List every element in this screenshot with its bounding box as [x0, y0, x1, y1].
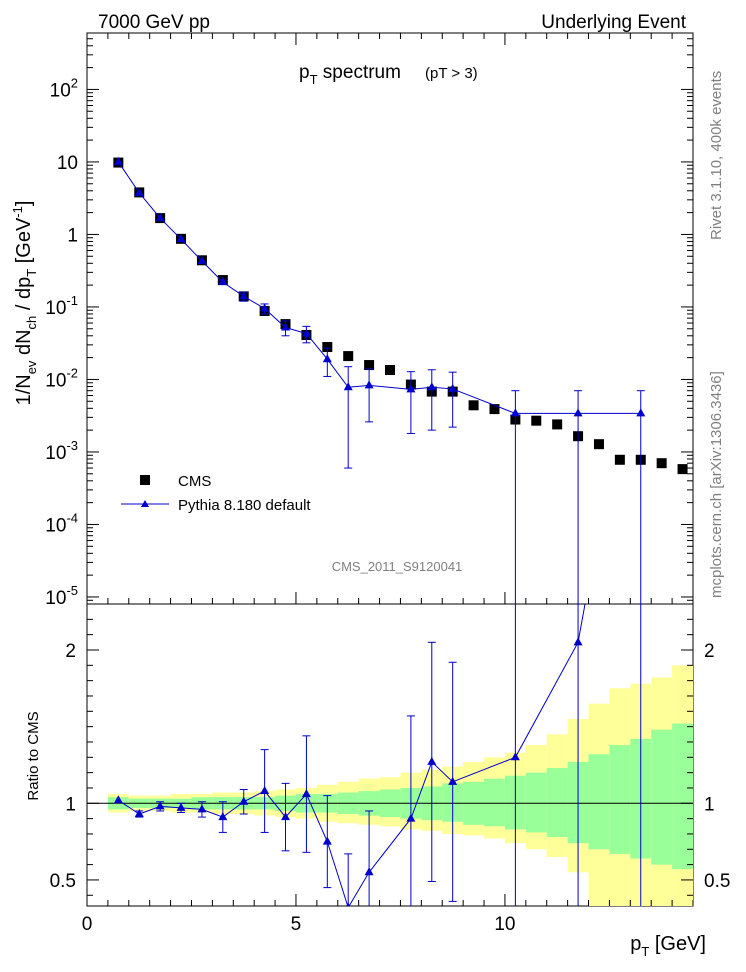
band-inner-bin [546, 768, 568, 838]
y-tick-label-bottom-right: 2 [704, 641, 715, 662]
cms-data-point [531, 415, 542, 426]
ratio-series [113, 292, 645, 906]
cms-data-point [614, 454, 625, 465]
cms-data-point [468, 400, 479, 411]
pythia-data-point-top [113, 156, 123, 165]
legend-cms-label: CMS [178, 473, 211, 490]
pythia-data-point-ratio [364, 867, 374, 876]
cms-data-point [677, 464, 688, 475]
axes: 0 5 10 10-5 10-4 10-3 10-2 10-1 1 10 102 0.5 0.5 1 1 2 2 [45, 32, 730, 935]
legend-cms-marker [140, 475, 150, 485]
x-tick-label: 5 [291, 914, 302, 935]
pythia-data-point-ratio [448, 776, 458, 785]
y-tick-label-top: 1 [67, 225, 78, 246]
cms-data-point [656, 458, 667, 469]
pythia-data-point-top [573, 408, 583, 417]
pythia-data-point-top [281, 322, 291, 331]
rivet-label: Rivet 3.1.10, 400k events [708, 71, 725, 240]
pythia-data-point-ratio [281, 812, 291, 821]
pythia-data-point-ratio [427, 756, 437, 765]
analysis-id: CMS_2011_S9120041 [332, 559, 463, 574]
x-axis-label: pT [GeV] [630, 933, 706, 959]
pythia-line-top [117, 161, 641, 414]
pythia-data-point-top [636, 408, 646, 417]
plot-title: pT spectrum [299, 62, 401, 87]
pythia-data-point-top [134, 187, 144, 196]
cms-data-point [593, 439, 604, 450]
x-tick-label: 10 [494, 914, 515, 935]
y-axis-label-bottom: Ratio to CMS [25, 711, 42, 800]
pythia-data-point-ratio [260, 786, 270, 795]
header-left: 7000 GeV pp [98, 12, 210, 33]
mcplots-label: mcplots.cern.ch [arXiv:1306.3436] [708, 371, 725, 598]
pythia-data-point-ratio [301, 789, 311, 798]
x-tick-label: 0 [82, 914, 93, 935]
band-inner-bin [525, 772, 547, 833]
pythia-data-point-ratio [406, 813, 416, 822]
pythia-data-point-ratio [239, 796, 249, 805]
pythia-data-point-top [155, 213, 165, 222]
data-series [113, 156, 688, 906]
y-tick-label-top: 10-1 [45, 293, 78, 319]
cms-data-point [343, 351, 354, 362]
pythia-data-point-top [197, 256, 207, 265]
pythia-data-point-top [218, 277, 228, 286]
legend-pythia-marker [141, 500, 149, 507]
pythia-data-point-ratio [155, 801, 165, 810]
plot-title-cut: (pT > 3) [425, 65, 478, 82]
pythia-data-point-top [301, 328, 311, 337]
y-tick-label-top: 10-5 [45, 583, 78, 609]
header-right: Underlying Event [541, 12, 686, 33]
pythia-data-point-top [510, 408, 520, 417]
pythia-data-point-top [364, 380, 374, 389]
y-tick-label-top: 10-2 [45, 365, 78, 391]
y-tick-label-bottom: 2 [65, 641, 76, 662]
pythia-data-point-ratio [322, 836, 332, 845]
pythia-data-point-top [427, 382, 437, 391]
cms-data-point [552, 419, 563, 430]
y-tick-label-top: 10-3 [45, 438, 78, 464]
pythia-data-point-ratio [636, 292, 645, 300]
y-tick-label-bottom: 1 [65, 794, 76, 815]
y-tick-label-top: 102 [50, 75, 78, 101]
y-tick-label-bottom-right: 0.5 [704, 871, 730, 892]
y-tick-label-bottom: 0.5 [50, 871, 76, 892]
pythia-data-point-ratio [346, 902, 351, 906]
pythia-data-point-top [406, 384, 416, 393]
y-tick-label-top: 10 [57, 153, 78, 174]
band-inner-bin [609, 745, 631, 854]
pythia-data-point-top [448, 383, 458, 392]
pythia-data-point-ratio [176, 802, 186, 811]
band-inner-bin [651, 729, 673, 865]
legend-pythia-label: Pythia 8.180 default [178, 497, 311, 514]
pythia-data-point-ratio [510, 752, 520, 761]
pythia-data-point-ratio [218, 812, 228, 821]
band-inner-bin [484, 778, 505, 827]
cms-data-point [489, 404, 500, 415]
cms-data-point [322, 342, 333, 353]
pythia-data-point-top [343, 382, 353, 391]
pythia-data-point-ratio [197, 804, 207, 813]
y-tick-label-bottom-right: 1 [704, 794, 715, 815]
band-inner-bin [672, 723, 693, 870]
pythia-data-point-top [239, 291, 249, 300]
pythia-data-point-ratio [573, 637, 583, 646]
cms-data-point [385, 365, 395, 376]
y-tick-label-top: 10-4 [45, 510, 78, 536]
pythia-data-point-ratio [113, 795, 123, 804]
pythia-data-point-top [260, 303, 270, 312]
ratio-bands [87, 665, 693, 906]
pythia-data-point-top [176, 234, 186, 243]
pythia-data-point-ratio [134, 809, 144, 818]
top-panel-frame [86, 32, 694, 605]
pythia-data-point-top [322, 354, 332, 363]
band-inner-bin [588, 754, 610, 850]
cms-data-point [364, 360, 375, 371]
y-axis-label-top: 1/Nev dNch / dpT [GeV-1] [10, 201, 39, 406]
